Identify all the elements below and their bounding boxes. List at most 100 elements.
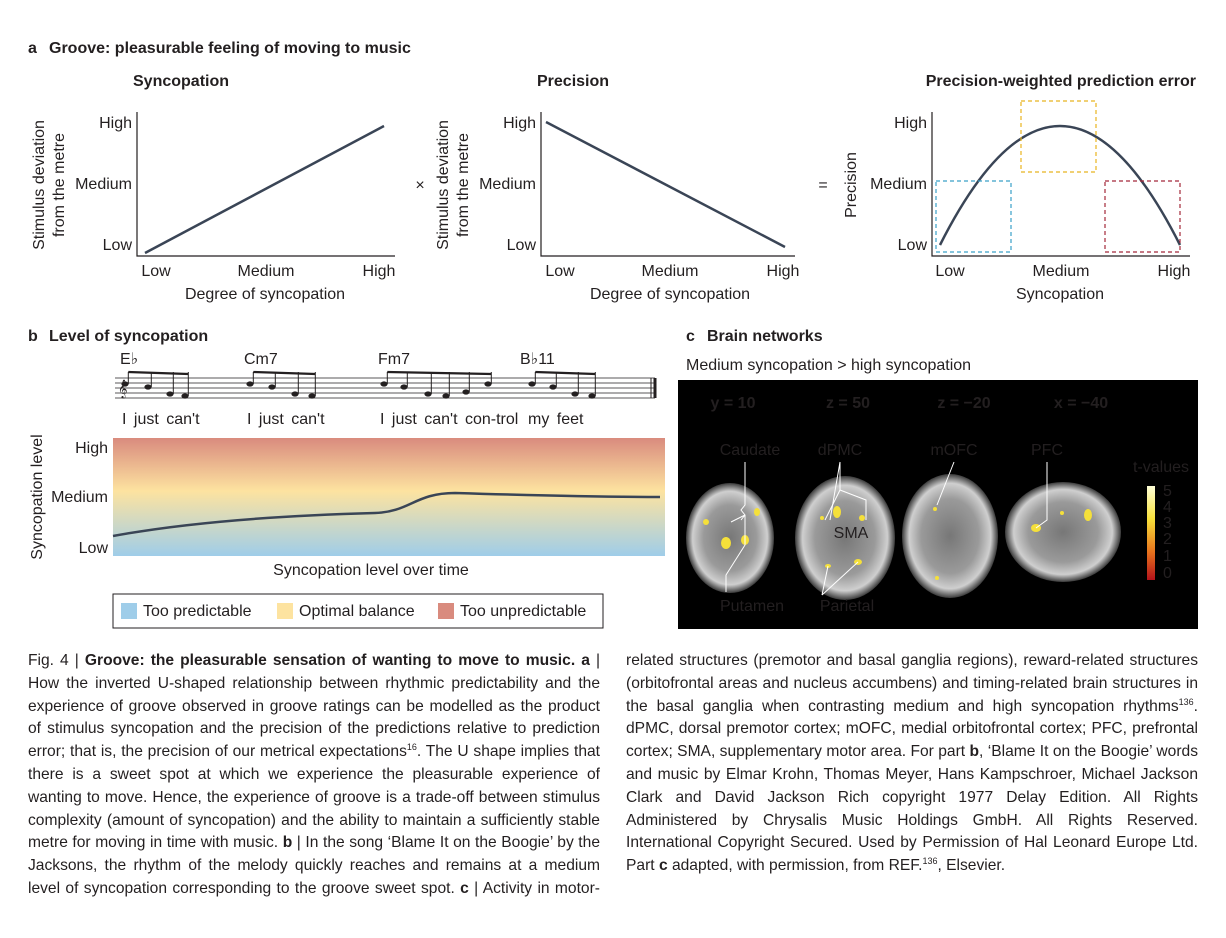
x-tick-label: Medium xyxy=(238,263,295,280)
note xyxy=(400,384,408,390)
colorbar xyxy=(1147,486,1155,580)
note xyxy=(144,384,152,390)
x-tick-label: Low xyxy=(545,263,575,280)
y-axis-label: from the metre xyxy=(455,133,472,237)
caption-text: , ‘Blame It on the Boogie’ words and mus… xyxy=(626,743,1198,875)
note xyxy=(121,381,129,387)
y-axis-label: Syncopation level xyxy=(29,434,46,559)
brain-slice xyxy=(1005,482,1121,582)
y-axis-label: Stimulus deviation xyxy=(435,120,452,250)
region-label: PFC xyxy=(1031,442,1063,459)
y-tick-label: High xyxy=(894,115,927,132)
x-tick-label: Low xyxy=(935,263,965,280)
leader-line xyxy=(829,461,841,521)
activation xyxy=(1084,509,1092,521)
region-label: mOFC xyxy=(930,442,977,459)
y-tick-label: Medium xyxy=(75,176,132,193)
colorbar-tick-label: 5 xyxy=(1163,483,1172,500)
axes xyxy=(136,112,395,257)
panel-label: a xyxy=(28,40,37,57)
y-tick-label: Medium xyxy=(870,176,927,193)
caption: Fig. 4 | Groove: the pleasurable sensati… xyxy=(28,650,1198,901)
chord: B♭11 xyxy=(520,351,555,368)
beam xyxy=(387,370,492,376)
activation xyxy=(754,508,760,516)
y-tick-label: High xyxy=(99,115,132,132)
region-label: Putamen xyxy=(720,598,784,615)
leader-line xyxy=(730,514,746,523)
chord: E♭ xyxy=(120,351,138,368)
y-tick-label: High xyxy=(75,440,108,457)
beam xyxy=(535,370,596,376)
figure: a Groove: pleasurable feeling of moving t… xyxy=(28,40,1198,629)
leader-line xyxy=(1035,462,1048,529)
x-tick-label: Medium xyxy=(1033,263,1090,280)
x-axis-label: Syncopation xyxy=(1016,286,1104,303)
legend-swatch xyxy=(277,603,293,619)
caption-text: a xyxy=(581,652,590,669)
y-tick-label: Medium xyxy=(479,176,536,193)
beam xyxy=(253,370,316,376)
caption-text: c xyxy=(658,857,668,875)
curve xyxy=(545,120,786,249)
region-label: SMA xyxy=(834,525,869,542)
axes xyxy=(931,112,1190,257)
x-tick-label: Low xyxy=(141,263,171,280)
y-axis-label: from the metre xyxy=(51,133,68,237)
reference: 136 xyxy=(1178,696,1194,707)
caption-text: . dPMC, dorsal premotor cortex; mOFC, me… xyxy=(626,697,1198,761)
beam xyxy=(128,370,189,376)
legend-swatch xyxy=(438,603,454,619)
leader-line xyxy=(821,561,859,596)
colorbar-tick-label: 2 xyxy=(1163,531,1172,548)
curve xyxy=(938,125,1182,246)
slice-label: z = 50 xyxy=(826,395,870,412)
plot-title: Syncopation xyxy=(133,73,229,90)
brain-slice xyxy=(686,483,774,593)
lyric: I just can't xyxy=(122,411,200,428)
note xyxy=(166,391,174,397)
colorbar-tick-label: 0 xyxy=(1163,565,1172,582)
chord: Fm7 xyxy=(378,351,410,368)
caption-text: b xyxy=(969,743,980,761)
region-label: Parietal xyxy=(820,598,874,615)
note xyxy=(442,393,450,399)
brain-slice xyxy=(902,474,998,598)
activation xyxy=(933,507,937,511)
x-tick-label: High xyxy=(1158,263,1191,280)
note xyxy=(424,391,432,397)
note xyxy=(380,381,388,387)
activation xyxy=(721,537,731,549)
note xyxy=(268,384,276,390)
slice-label: y = 10 xyxy=(711,395,756,412)
legend-label: Too unpredictable xyxy=(460,603,586,620)
panel-subtitle: Medium syncopation > high syncopation xyxy=(686,357,971,374)
axes xyxy=(540,112,795,257)
activation xyxy=(703,519,709,525)
note xyxy=(528,381,536,387)
region-label: dPMC xyxy=(818,442,862,459)
zone-box xyxy=(1020,100,1097,173)
plot-title: Precision-weighted prediction error xyxy=(926,73,1196,90)
x-axis-label: Degree of syncopation xyxy=(590,286,750,303)
colorbar-title: t-values xyxy=(1133,459,1189,476)
brain-slice xyxy=(795,476,895,600)
caption-text: | Activity in motor-related structures (… xyxy=(468,652,1198,897)
caption-text: b xyxy=(282,834,293,852)
reference: 16 xyxy=(406,742,417,753)
note xyxy=(291,391,299,397)
caption-text: | How the inverted U-shaped relationship… xyxy=(28,652,601,761)
note xyxy=(588,393,596,399)
legend-swatch xyxy=(121,603,137,619)
region-label: Caudate xyxy=(720,442,781,459)
y-axis-label: Precision xyxy=(843,152,860,218)
note xyxy=(484,381,492,387)
legend-label: Optimal balance xyxy=(299,603,415,620)
legend-box xyxy=(112,593,604,629)
note xyxy=(246,381,254,387)
y-tick-label: Low xyxy=(79,540,109,557)
leader-line xyxy=(821,565,829,596)
caption-text: , Elsevier. xyxy=(937,857,1006,875)
x-axis-label: Degree of syncopation xyxy=(185,286,345,303)
